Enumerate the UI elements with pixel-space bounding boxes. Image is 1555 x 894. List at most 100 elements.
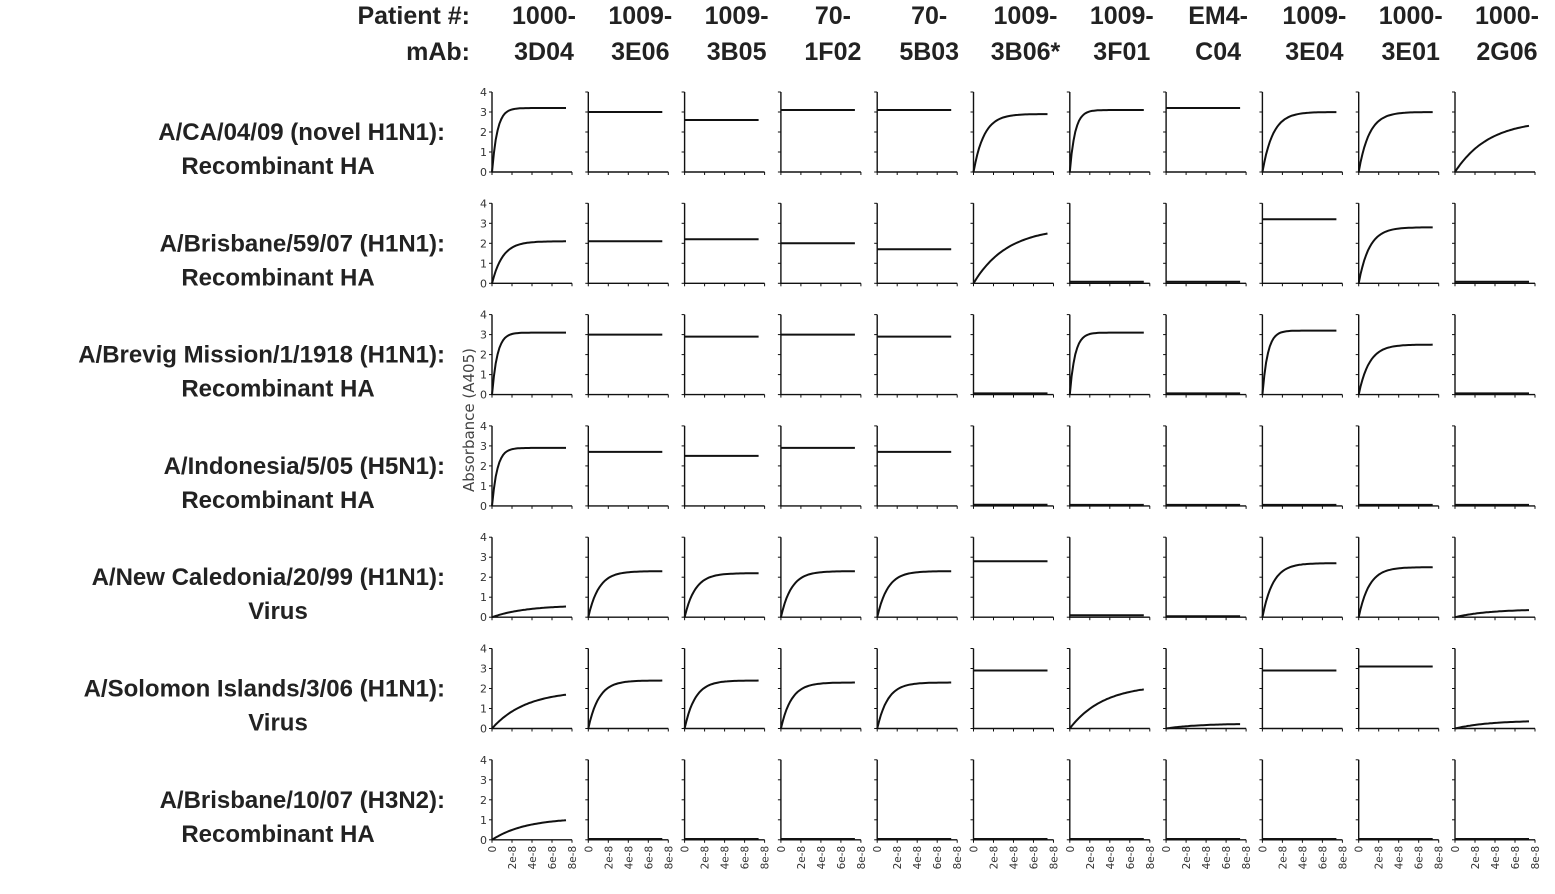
y-tick-label: 4 (480, 643, 487, 656)
panel-axes (1069, 425, 1150, 507)
row-antigen-label: Virus (248, 710, 308, 737)
panel (1259, 91, 1343, 175)
x-tick-label: 4e-8 (527, 846, 539, 870)
y-tick-label: 3 (480, 440, 487, 453)
y-tick-label: 1 (480, 146, 487, 159)
panel-axes (972, 314, 1054, 396)
x-tick-label: 0 (776, 846, 788, 853)
y-tick-label: 0 (480, 500, 487, 513)
panel (1355, 648, 1440, 732)
binding-curve (779, 681, 855, 729)
panel-axes (1165, 648, 1247, 730)
y-tick-label: 3 (480, 106, 487, 119)
row-antigen-label: Recombinant HA (181, 153, 374, 180)
panel-axes (587, 648, 669, 730)
panel (1259, 425, 1343, 509)
panel (1066, 314, 1151, 398)
column-headers: 1000- 3D04 1009- 3E06 1009- 3B05 70- 1F02 70- 5B0… (512, 2, 1539, 66)
panel-axes (683, 203, 765, 284)
x-tick-label: 4e-8 (1394, 846, 1406, 870)
x-tick-label: 6e-8 (932, 846, 944, 870)
panel (777, 91, 862, 175)
binding-curve (1454, 609, 1529, 619)
y-tick-label: 0 (480, 611, 487, 624)
panel-axes (1454, 537, 1535, 618)
panel-axes (1165, 759, 1247, 841)
x-tick-label: 0 (1257, 846, 1269, 853)
y-tick-label: 2 (480, 126, 487, 139)
column-mab-label: 1F02 (804, 38, 861, 66)
mab-header-label: mAb: (406, 38, 470, 66)
x-tick-label: 4e-8 (1009, 846, 1021, 870)
y-tick-label: 4 (480, 309, 487, 322)
x-tick-label: 0 (1354, 846, 1366, 853)
panel (681, 759, 766, 843)
x-tick-label: 8e-8 (1241, 846, 1253, 870)
panel-axes (491, 92, 572, 173)
panel-axes (1165, 203, 1247, 284)
panel-axes (683, 92, 765, 173)
panel: 0 1 2 3 4 (480, 420, 573, 513)
panel-axes (683, 537, 765, 618)
binding-curve (1454, 720, 1529, 730)
x-tick-label: 4e-8 (720, 846, 732, 870)
column-mab-label: 2G06 (1476, 38, 1537, 66)
panel-axes (683, 425, 765, 507)
binding-curve (491, 107, 566, 173)
binding-curve (1357, 226, 1433, 284)
column-patient-label: 1009- (705, 2, 769, 30)
panel (681, 314, 766, 398)
column-mab-label: 3E06 (611, 38, 669, 66)
panel (1355, 759, 1440, 843)
y-axis-label: Absorbance (A405) (460, 348, 478, 492)
panel (681, 202, 766, 287)
column-patient-label: EM4- (1188, 2, 1248, 30)
binding-curve (491, 693, 567, 730)
panel (585, 648, 669, 732)
panel-axes (1454, 314, 1535, 396)
panel-axes (876, 425, 958, 507)
y-tick-label: 2 (480, 794, 487, 807)
binding-curve (1165, 723, 1241, 730)
binding-curve (1069, 688, 1144, 730)
binding-curve (1454, 124, 1530, 173)
x-tick-label: 8e-8 (1049, 846, 1061, 870)
binding-curve (1261, 562, 1337, 618)
panel (1259, 648, 1343, 732)
x-tick-label: 8e-8 (1145, 846, 1157, 870)
panel (970, 314, 1054, 398)
panel (1163, 314, 1247, 398)
panel-axes (491, 759, 572, 841)
panel-axes (587, 425, 669, 507)
column-mab-label: C04 (1195, 38, 1241, 66)
panel-axes (1069, 759, 1150, 841)
panel (874, 536, 958, 621)
panel: 0 1 2 3 4 (480, 309, 573, 402)
panel-axes (491, 425, 572, 507)
x-tick-label: 0 (1161, 846, 1173, 853)
y-tick-label: 0 (480, 166, 487, 179)
panel-axes (1454, 203, 1535, 284)
row-strain-label: A/Brisbane/59/07 (H1N1): (160, 230, 445, 257)
column-mab-label: 3B06* (991, 38, 1061, 66)
panel-axes (587, 92, 669, 173)
column-mab-label: 3E04 (1285, 38, 1343, 66)
column-patient-label: 1000- (1475, 2, 1539, 30)
x-tick-label: 2e-8 (1470, 846, 1482, 870)
panel (1259, 314, 1343, 398)
x-tick-label: 6e-8 (1125, 846, 1137, 870)
row-antigen-label: Recombinant HA (181, 264, 374, 291)
x-tick-label: 2e-8 (1374, 846, 1386, 870)
panel (1163, 425, 1247, 509)
binding-curve (1068, 109, 1144, 173)
x-tick-label: 4e-8 (1490, 846, 1502, 870)
panel (1163, 759, 1247, 843)
row-labels: A/CA/04/09 (novel H1N1): Recombinant HA A/… (78, 119, 445, 848)
panel-axes (1165, 314, 1247, 396)
x-tick-label: 6e-8 (1510, 846, 1522, 870)
x-tick-label: 8e-8 (856, 846, 868, 870)
x-tick-label: 2e-8 (507, 846, 519, 870)
panel (874, 202, 958, 287)
binding-curve (491, 331, 566, 395)
column-patient-label: 1009- (994, 2, 1058, 30)
